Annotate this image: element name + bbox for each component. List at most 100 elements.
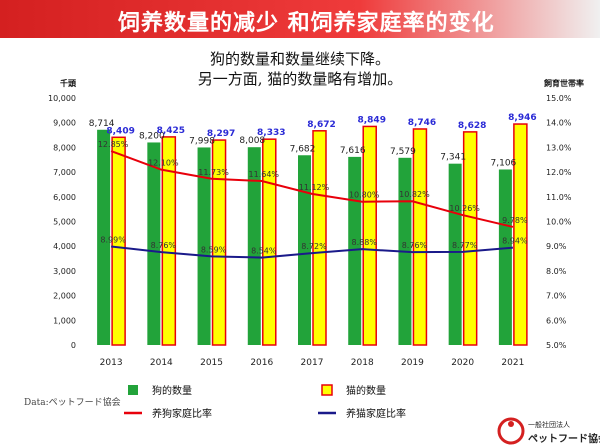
- cat-bar: [161, 136, 177, 346]
- dog-rate-line-value-label: 11.73%: [198, 168, 229, 177]
- cat-bar: [462, 131, 478, 346]
- dog-bar-value-label: 7,579: [390, 147, 416, 157]
- cat-rate-line-value-label: 8.76%: [402, 241, 428, 250]
- legend-cat-bar-swatch: [321, 384, 333, 396]
- page-title: 饲养数量的减少 和饲养家庭率的变化: [118, 11, 495, 36]
- data-source: Data:ペットフード協会: [24, 398, 121, 408]
- x-tick-label: 2014: [150, 358, 173, 368]
- cat-bar: [211, 139, 227, 346]
- dog-bar-value-label: 8,008: [239, 136, 265, 146]
- y-left-tick-label: 9,000: [53, 119, 76, 128]
- cat-rate-line-value-label: 8.54%: [251, 247, 277, 256]
- dog-bar: [298, 155, 311, 345]
- x-tick-label: 2018: [351, 358, 374, 368]
- cat-bar: [362, 125, 377, 346]
- y-right-tick-label: 7.0%: [546, 292, 567, 301]
- dog-bar: [147, 142, 161, 345]
- x-tick-label: 2021: [501, 358, 524, 368]
- cat-rate-line-value-label: 8.94%: [502, 237, 528, 246]
- x-tick-label: 2015: [200, 358, 223, 368]
- cat-bar: [412, 128, 428, 346]
- cat-rate-line-value-label: 8.77%: [452, 241, 478, 250]
- y-right-tick-label: 15.0%: [546, 94, 572, 103]
- cat-bar-value-label: 8,628: [458, 121, 486, 131]
- logo-mark-icon: [497, 417, 525, 445]
- cat-bar: [312, 130, 327, 346]
- cat-bar-value-label: 8,672: [307, 120, 335, 130]
- dog-rate-line: [110, 150, 514, 228]
- y-right-tick-label: 10.0%: [546, 218, 572, 227]
- cat-bar-value-label: 8,333: [257, 128, 285, 138]
- dog-bar: [498, 169, 512, 345]
- dog-rate-line-value-label: 10.26%: [449, 204, 480, 213]
- dog-bar: [197, 147, 211, 345]
- y-left-tick-label: 5,000: [53, 218, 76, 227]
- y-right-axis-label: 飼育世帯率: [543, 78, 584, 88]
- cat-bar-value-label: 8,746: [408, 118, 436, 128]
- cat-bar: [262, 138, 277, 346]
- y-right-tick-label: 5.0%: [546, 341, 567, 350]
- y-left-tick-label: 3,000: [53, 267, 76, 276]
- y-right-tick-label: 6.0%: [546, 316, 567, 325]
- cat-bar: [513, 123, 528, 346]
- y-right-tick-label: 8.0%: [546, 267, 567, 276]
- y-right-tick-label: 9.0%: [546, 242, 567, 251]
- cat-rate-line-value-label: 8.76%: [151, 241, 177, 250]
- cat-bar-value-label: 8,946: [508, 113, 536, 123]
- cat-bar: [111, 136, 126, 346]
- subtitle-line-1: 狗的数量和数量继续下降。: [209, 50, 390, 68]
- cat-rate-line-value-label: 8.72%: [301, 242, 327, 251]
- y-right-tick-label: 14.0%: [546, 119, 572, 128]
- dog-bar: [448, 163, 462, 345]
- legend-cat-bar-label: 猫的数量: [346, 384, 386, 397]
- dog-bar: [348, 156, 362, 345]
- y-left-tick-label: 2,000: [53, 292, 76, 301]
- y-left-axis-label: 千頭: [60, 78, 77, 88]
- dog-bar-value-label: 8,714: [89, 119, 115, 129]
- dog-bar-value-label: 8,200: [139, 131, 165, 141]
- dog-bar-value-label: 7,682: [290, 144, 316, 154]
- cat-bar-value-label: 8,425: [157, 126, 185, 136]
- dog-bar: [97, 129, 111, 345]
- legend-dog-bar-label: 狗的数量: [152, 384, 192, 397]
- x-tick-label: 2016: [250, 358, 273, 368]
- cat-rate-line-value-label: 8.99%: [100, 235, 126, 244]
- dog-bar-value-label: 7,998: [189, 136, 215, 146]
- cat-rate-line-value-label: 8.59%: [201, 245, 227, 254]
- logo-org-type: 一般社団法人: [528, 421, 570, 429]
- dog-rate-line-value-label: 12.85%: [98, 140, 129, 149]
- y-left-tick-label: 7,000: [53, 168, 76, 177]
- logo-org-name: ペットフード協会: [528, 434, 600, 445]
- y-left-tick-label: 0: [71, 341, 76, 350]
- legend-cat-rate-label: 养猫家庭比率: [346, 407, 406, 420]
- y-left-tick-label: 10,000: [48, 94, 76, 103]
- y-left-tick-label: 1,000: [53, 316, 76, 325]
- header-banner: 饲养数量的减少 和饲养家庭率的变化: [0, 0, 600, 38]
- dog-bar: [247, 147, 261, 345]
- y-right-tick-label: 12.0%: [546, 168, 572, 177]
- x-tick-label: 2013: [100, 358, 123, 368]
- x-tick-label: 2019: [401, 358, 424, 368]
- x-tick-label: 2017: [301, 358, 324, 368]
- y-left-tick-label: 4,000: [53, 242, 76, 251]
- dog-rate-line-value-label: 9.78%: [502, 216, 528, 225]
- y-left-tick-label: 6,000: [53, 193, 76, 202]
- dog-bar-value-label: 7,341: [440, 153, 466, 163]
- cat-bar-value-label: 8,849: [357, 115, 385, 125]
- cat-bar-value-label: 8,409: [106, 126, 134, 136]
- x-tick-label: 2020: [451, 358, 474, 368]
- cat-bar-value-label: 8,297: [207, 129, 235, 139]
- dog-bar-value-label: 7,106: [491, 158, 517, 168]
- y-right-tick-label: 11.0%: [546, 193, 572, 202]
- cat-rate-line-value-label: 8.88%: [352, 238, 378, 247]
- legend-dog-rate-label: 养狗家庭比率: [152, 407, 212, 420]
- dog-bar-value-label: 7,616: [340, 146, 366, 156]
- dog-rate-line-value-label: 11.64%: [249, 170, 280, 179]
- cat-rate-line: [110, 245, 513, 259]
- y-left-tick-label: 8,000: [53, 143, 76, 152]
- subtitle-line-2: 另一方面, 猫的数量略有增加。: [197, 70, 403, 88]
- dog-rate-line-value-label: 10.80%: [349, 191, 380, 200]
- legend-dog-bar-swatch: [128, 385, 138, 395]
- dog-rate-line-value-label: 12.10%: [148, 159, 179, 168]
